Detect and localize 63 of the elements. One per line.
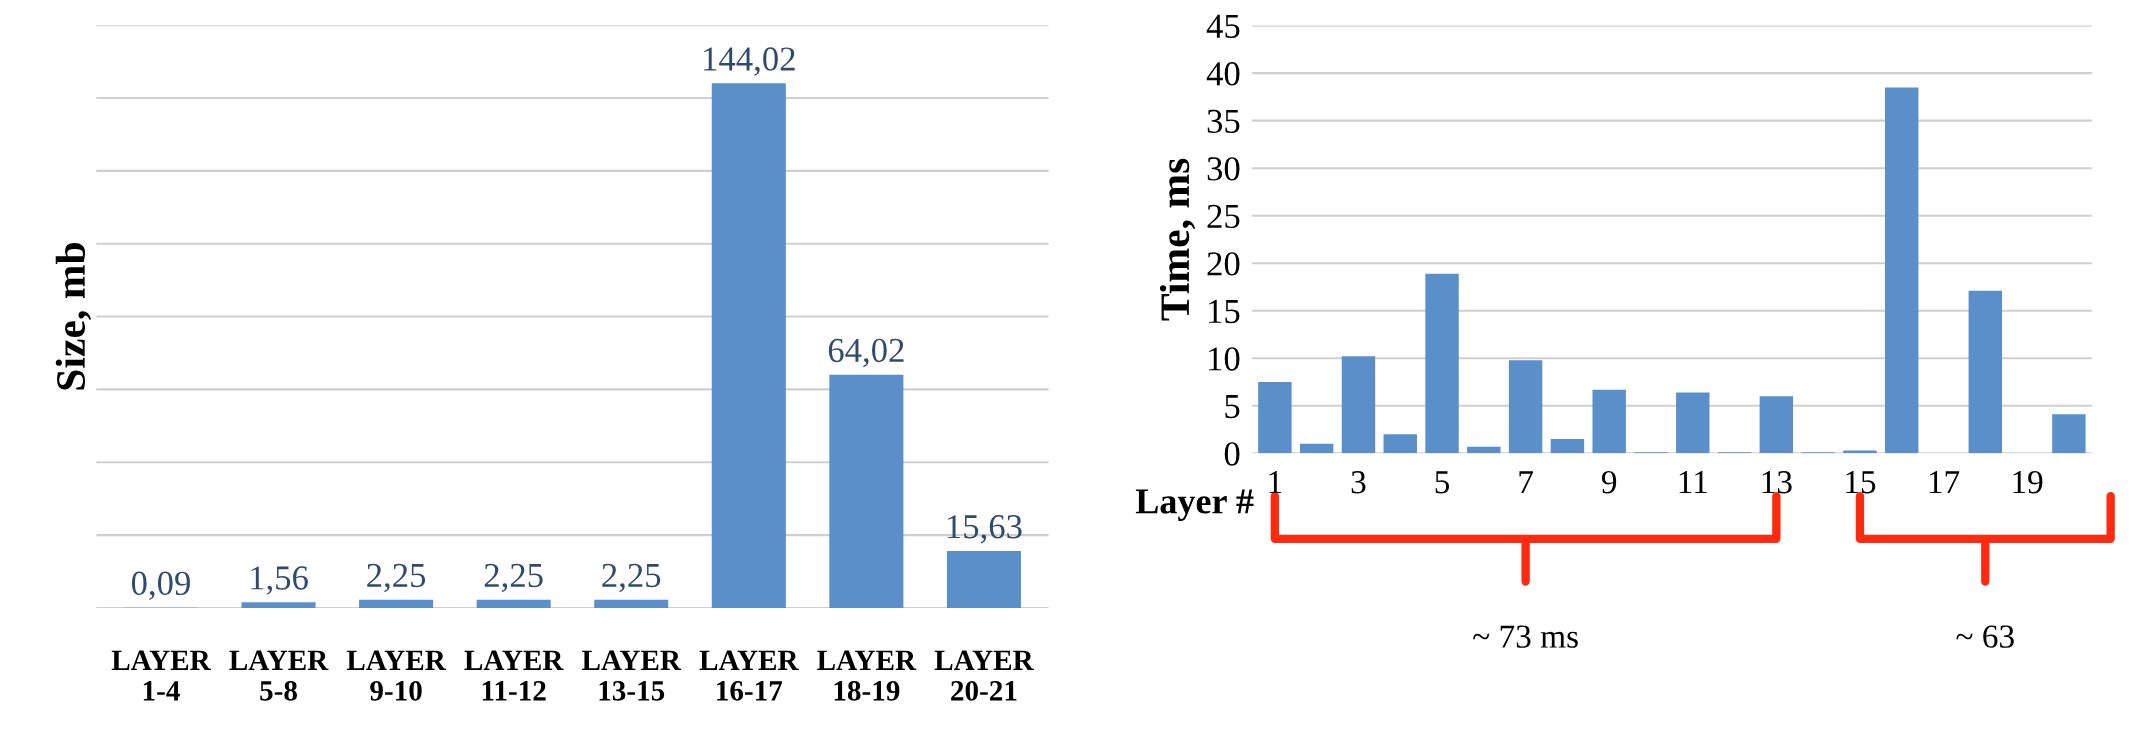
x-tick-label: 15	[1846, 471, 1876, 494]
bar	[476, 599, 551, 608]
x-tick-label: LAYER 20-21	[934, 650, 1034, 701]
x-tick-label: LAYER 9-10	[346, 650, 447, 701]
bar	[1258, 382, 1292, 454]
x-tick-label: 19	[2013, 471, 2043, 494]
data-label: 144,02	[704, 47, 795, 76]
data-label: 0,09	[131, 571, 190, 601]
y-axis-title: Time, ms	[1159, 158, 1196, 321]
text: ~ 73 ms	[1473, 625, 1578, 648]
data-label: 2,25	[367, 563, 426, 593]
x-tick-label: 1	[1269, 471, 1282, 494]
x-tick-label: 3	[1351, 471, 1366, 494]
y-tick-label: 30	[1207, 157, 1240, 181]
data-label: 64,02	[828, 338, 904, 368]
bar	[1968, 290, 2002, 454]
y-axis-title: Size, mb	[55, 243, 92, 390]
bar	[711, 83, 786, 608]
data-label: 15,63	[947, 515, 1022, 544]
text: ~ 63	[1956, 625, 2014, 648]
x-tick-label: LAYER 16-17	[699, 650, 799, 701]
bar	[241, 602, 316, 608]
bar	[1550, 439, 1585, 454]
y-tick-label: 10	[1209, 347, 1240, 371]
x-tick-label: LAYER 13-15	[582, 650, 682, 701]
y-tick-label: 20	[1207, 252, 1240, 276]
x-tick-label: LAYER 5-8	[229, 650, 329, 701]
x-tick-label: LAYER 1-4	[111, 650, 211, 701]
bar	[1592, 389, 1626, 454]
bar	[946, 551, 1021, 608]
bar	[1885, 87, 1919, 454]
x-tick-label: 11	[1679, 471, 1707, 494]
x-tick-label: LAYER 18-19	[817, 650, 917, 701]
bar	[1676, 392, 1710, 454]
bar	[1508, 360, 1543, 454]
x-axis-title: Layer #	[1135, 489, 1254, 521]
bar	[1341, 356, 1376, 454]
data-label: 2,25	[602, 563, 661, 593]
bar	[1383, 434, 1417, 454]
y-tick-label: 40	[1206, 62, 1240, 86]
bar	[2052, 414, 2086, 454]
data-label: 2,25	[484, 563, 543, 593]
x-tick-label: LAYER 11-12	[464, 650, 564, 701]
x-tick-label: 17	[1929, 471, 1960, 494]
bar	[1759, 396, 1794, 454]
bar	[1425, 273, 1459, 454]
x-tick-label: 9	[1601, 471, 1617, 494]
data-label: 1,56	[251, 566, 308, 595]
bar	[1467, 446, 1501, 454]
bar	[359, 599, 434, 608]
y-tick-label: 15	[1209, 299, 1240, 324]
x-tick-label: 13	[1762, 471, 1792, 494]
bar	[1299, 443, 1334, 454]
y-tick-label: 35	[1207, 109, 1240, 134]
y-tick-label: 45	[1206, 14, 1240, 38]
y-tick-label: 5	[1225, 395, 1240, 419]
bar	[594, 599, 669, 608]
x-tick-label: 7	[1519, 471, 1533, 494]
bar	[829, 374, 904, 608]
y-tick-label: 25	[1207, 204, 1240, 229]
y-tick-label: 0	[1224, 442, 1240, 466]
x-tick-label: 5	[1435, 471, 1450, 494]
bar	[1843, 450, 1877, 454]
